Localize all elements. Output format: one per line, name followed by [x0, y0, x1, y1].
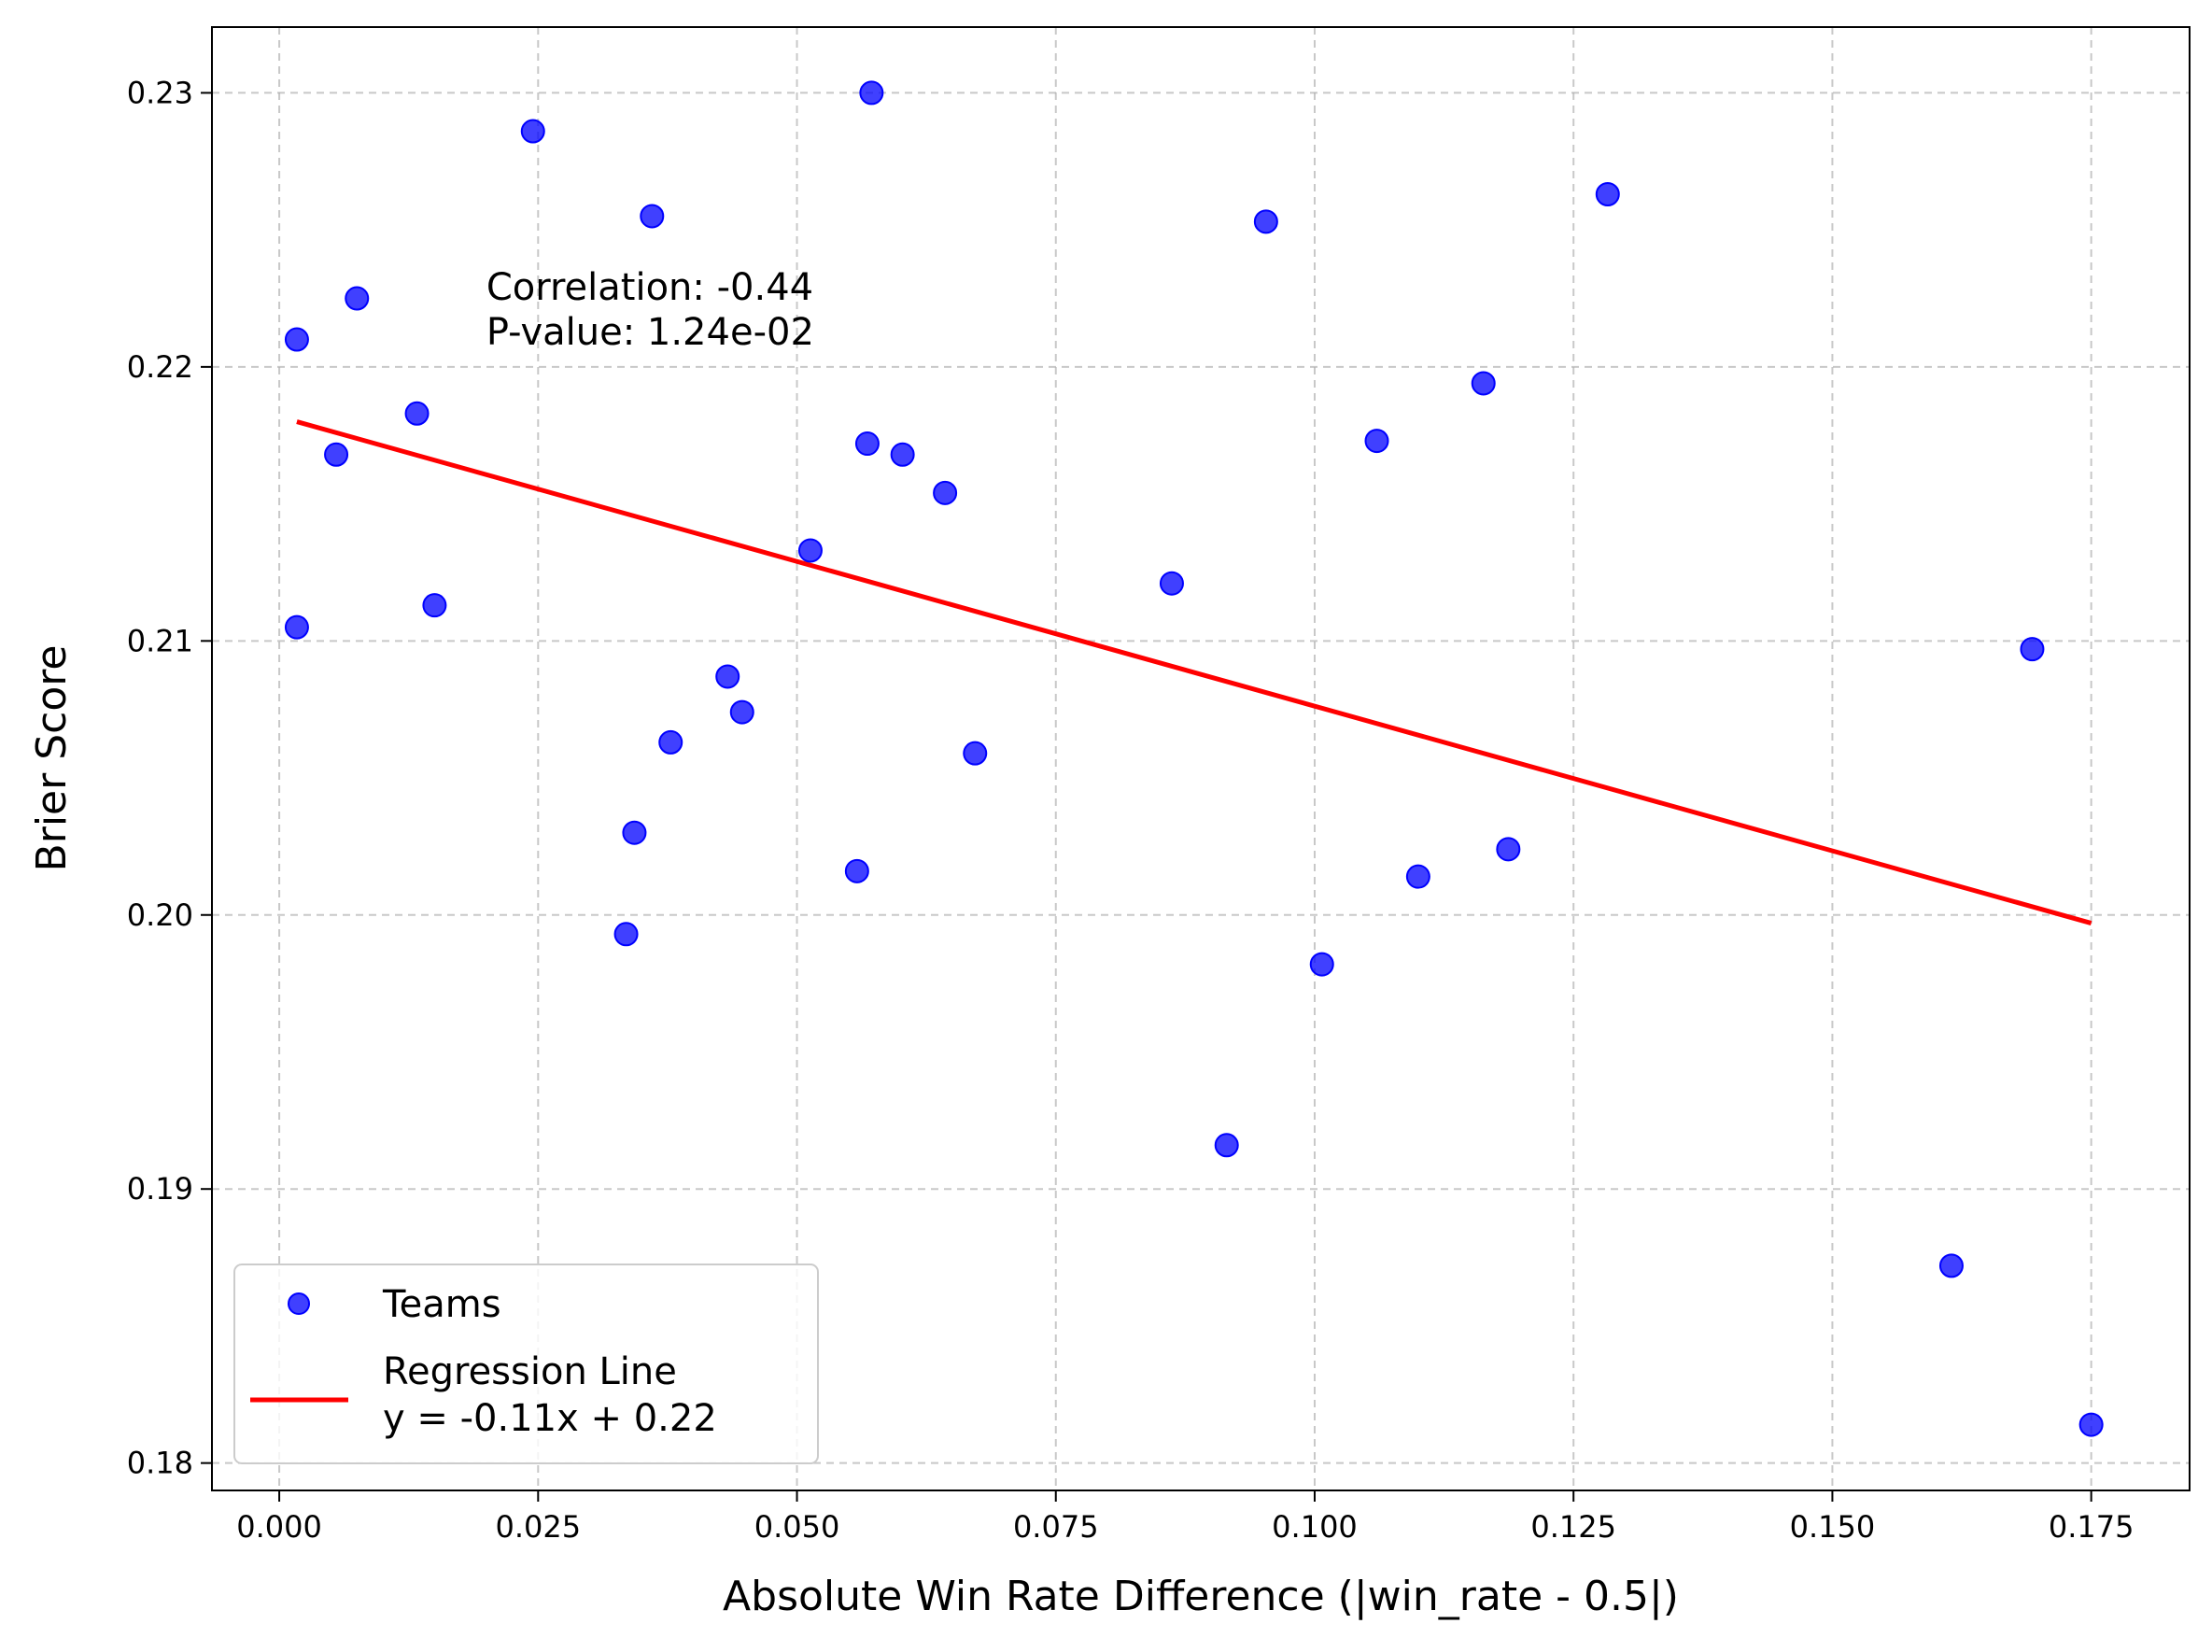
team-point-20: [1159, 571, 1184, 596]
legend-marker-teams: [288, 1292, 310, 1315]
team-point-8: [622, 820, 647, 845]
y-tick-label-5: 0.23: [127, 75, 193, 110]
team-point-15: [854, 431, 880, 457]
y-tick-label-1: 0.19: [127, 1171, 193, 1207]
legend-label-regression-equation: y = -0.11x + 0.22: [383, 1397, 717, 1440]
team-point-30: [2020, 637, 2045, 662]
team-point-23: [1309, 952, 1334, 977]
team-point-26: [1471, 371, 1496, 396]
team-point-7: [613, 922, 639, 947]
y-tick-label-3: 0.21: [127, 623, 193, 658]
team-point-24: [1364, 429, 1389, 454]
x-axis-label: Absolute Win Rate Difference (|win_rate …: [723, 1573, 1679, 1620]
team-point-14: [844, 858, 869, 883]
team-point-3: [345, 286, 370, 311]
team-point-31: [2078, 1412, 2104, 1437]
team-point-19: [963, 741, 988, 766]
team-point-4: [404, 401, 430, 426]
plot-frame: [211, 26, 2191, 1491]
y-axis-ticks: 0.18 0.19 0.20 0.21 0.22 0.23: [127, 75, 212, 1481]
x-axis-ticks: 0.000 0.025 0.050 0.075 0.100 0.125 0.150 0.175: [236, 1490, 2134, 1545]
annotation-p-value: P-value: 1.24e-02: [486, 311, 814, 354]
legend-box: [233, 1264, 819, 1464]
x-tick-label-7: 0.175: [2049, 1509, 2135, 1545]
team-point-1: [284, 614, 309, 640]
team-point-16: [859, 80, 884, 106]
annotation-correlation: Correlation: -0.44: [486, 266, 813, 309]
x-tick-label-0: 0.000: [236, 1509, 322, 1545]
x-tick-label-2: 0.050: [754, 1509, 840, 1545]
team-point-17: [890, 442, 915, 467]
team-point-28: [1595, 182, 1620, 207]
team-point-11: [715, 664, 740, 689]
annotation: Correlation: -0.44 P-value: 1.24e-02: [486, 266, 814, 354]
team-point-18: [933, 480, 958, 505]
team-point-9: [640, 204, 665, 229]
team-point-21: [1214, 1133, 1239, 1158]
team-point-6: [520, 119, 545, 144]
scatter-points: [284, 80, 2104, 1437]
y-axis-label: Brier Score: [28, 645, 76, 872]
legend: Teams Regression Line y = -0.11x + 0.22: [233, 1264, 819, 1464]
x-tick-label-5: 0.125: [1530, 1509, 1616, 1545]
x-tick-label-1: 0.025: [495, 1509, 581, 1545]
team-point-10: [658, 729, 683, 755]
y-tick-label-0: 0.18: [127, 1446, 193, 1481]
plot-area: [212, 27, 2190, 1490]
x-tick-label-6: 0.150: [1790, 1509, 1876, 1545]
team-point-5: [422, 593, 447, 618]
team-point-27: [1496, 837, 1521, 862]
team-point-0: [284, 327, 309, 352]
team-point-29: [1938, 1253, 1964, 1278]
team-point-12: [729, 699, 754, 725]
regression-line: [296, 419, 2092, 925]
y-tick-label-4: 0.22: [127, 349, 193, 385]
y-tick-label-2: 0.20: [127, 897, 193, 933]
legend-label-regression-line: Regression Line: [383, 1350, 677, 1393]
team-point-25: [1405, 864, 1430, 889]
team-point-2: [324, 442, 349, 467]
team-point-13: [797, 538, 823, 563]
x-tick-label-4: 0.100: [1272, 1509, 1358, 1545]
legend-label-teams: Teams: [382, 1283, 501, 1326]
regression-line-layer: [296, 419, 2092, 925]
team-point-22: [1253, 209, 1278, 234]
x-tick-label-3: 0.075: [1013, 1509, 1099, 1545]
